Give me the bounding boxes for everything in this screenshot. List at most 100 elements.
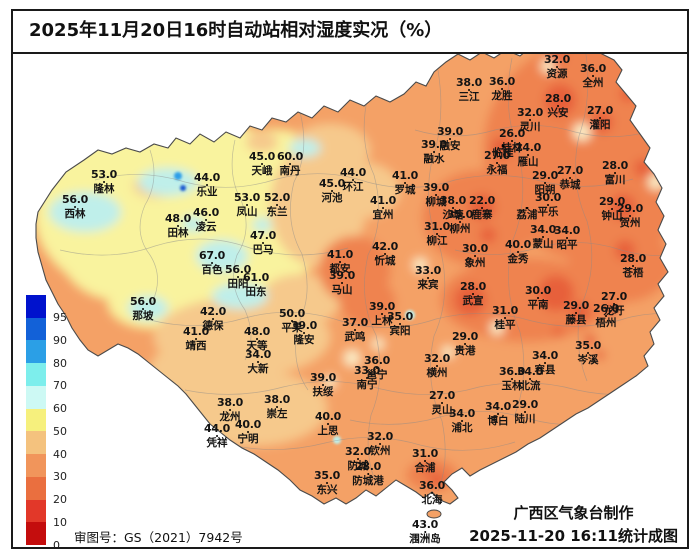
station-name: 东兴 — [316, 484, 338, 497]
station-label: 28.0 富川 — [602, 159, 628, 186]
station-value: 53.0 — [91, 168, 117, 181]
station-name: 龙圩 — [603, 305, 625, 318]
station-label: 34.0 浦北 — [449, 407, 475, 435]
station-name: 上思 — [317, 425, 339, 438]
station-label: 33.0 来宾 — [415, 265, 441, 292]
station-dot-icon — [246, 431, 250, 434]
station-dot-icon — [423, 531, 427, 534]
station-dot-icon — [236, 276, 240, 279]
station-name: 平南 — [527, 299, 549, 312]
station-name: 兴安 — [547, 107, 569, 120]
station-value: 31.0 — [424, 220, 450, 233]
station-dot-icon — [525, 207, 529, 210]
station-dot-icon — [73, 206, 77, 209]
station-value: 34.0 — [449, 407, 475, 420]
station-label: 56.0 那坡 — [130, 296, 156, 323]
station-name: 东兰 — [266, 206, 288, 219]
station-dot-icon — [356, 458, 360, 461]
station-dot-icon — [434, 194, 438, 197]
station-name: 横州 — [426, 367, 448, 380]
station-name: 贺州 — [619, 217, 641, 230]
station-dot-icon — [426, 277, 430, 280]
station-label: 45.0 天峨 — [249, 151, 275, 177]
station-name: 陆川 — [514, 413, 536, 426]
station-dot-icon — [543, 182, 547, 185]
station-name: 平果 — [281, 322, 303, 335]
station-dot-icon — [463, 343, 467, 346]
station-dot-icon — [543, 362, 547, 365]
station-label: 38.0 崇左 — [264, 394, 290, 420]
station-value: 36.0 — [419, 479, 445, 492]
station-name: 雁山 — [517, 156, 539, 169]
station-dot-icon — [612, 303, 616, 306]
station-label: 43.0 涠洲岛 — [409, 519, 441, 546]
station-dot-icon — [176, 225, 180, 228]
station-name: 南丹 — [279, 165, 301, 178]
station-dot-icon — [245, 204, 249, 207]
station-name: 罗城 — [394, 184, 416, 197]
station-value: 60.0 — [277, 150, 303, 163]
station-label: 32.0 灵川 — [517, 107, 543, 133]
station-name: 那坡 — [132, 310, 154, 323]
station-dot-icon — [194, 338, 198, 341]
station-value: 38.0 — [440, 194, 466, 207]
station-value: 27.0 — [484, 149, 510, 162]
station-value: 40.0 — [235, 418, 261, 431]
station-label: 27.0 龙圩 — [601, 291, 627, 318]
station-label: 41.0 宜州 — [370, 195, 396, 221]
station-value: 30.0 — [525, 284, 551, 297]
station-label: 29.0 阳朔 — [532, 170, 558, 196]
station-dot-icon — [503, 317, 507, 320]
station-value: 26.0 — [499, 127, 525, 140]
station-label: 30.0 平南 — [525, 284, 551, 312]
station-name: 金秀 — [507, 253, 529, 266]
station-label: 46.0 凌云 — [193, 207, 219, 233]
station-value: 29.0 — [563, 299, 589, 312]
station-label: 38.0 龙州 — [217, 397, 243, 423]
station-dot-icon — [353, 329, 357, 332]
station-name: 灵山 — [431, 404, 453, 417]
station-value: 36.0 — [364, 354, 390, 367]
station-name: 桂平 — [494, 319, 516, 332]
station-name: 环江 — [342, 181, 364, 194]
station-dot-icon — [432, 151, 436, 154]
station-dot-icon — [381, 207, 385, 210]
station-label: 45.0 河池 — [319, 178, 345, 204]
station-name: 德保 — [202, 320, 224, 333]
station-label: 39.0 融水 — [421, 139, 447, 165]
station-value: 28.0 — [620, 252, 646, 265]
station-label: 31.0 桂平 — [492, 305, 518, 332]
station-label: 44.0 乐业 — [194, 171, 220, 199]
station-label: 53.0 隆林 — [91, 168, 117, 195]
station-dot-icon — [340, 282, 344, 285]
station-name: 临桂 — [492, 147, 514, 160]
station-dot-icon — [326, 423, 330, 426]
station-value: 40.0 — [315, 410, 341, 423]
station-dot-icon — [536, 297, 540, 300]
station-label: 34.0 蒙山 — [530, 224, 556, 250]
station-name: 天等 — [246, 340, 268, 353]
station-name: 田阳 — [227, 278, 249, 291]
station-label: 27.0 灵山 — [429, 390, 455, 417]
station-value: 28.0 — [602, 159, 628, 172]
station-name: 来宾 — [417, 279, 439, 292]
station-name: 浦北 — [451, 422, 473, 435]
producer-line: 广西区气象台制作 — [513, 504, 634, 522]
station-dot-icon — [610, 208, 614, 211]
station-name: 涠洲岛 — [409, 533, 441, 546]
station-value: 44.0 — [194, 171, 220, 184]
station-value: 34.0 — [554, 224, 580, 237]
station-label: 60.0 南丹 — [277, 150, 303, 178]
station-name: 大新 — [247, 363, 269, 376]
station-dot-icon — [380, 313, 384, 316]
station-value: 28.0 — [355, 460, 381, 473]
station-name: 武宣 — [462, 295, 484, 308]
station-dot-icon — [565, 237, 569, 240]
station-dot-icon — [210, 262, 214, 265]
station-dot-icon — [290, 320, 294, 323]
station-name: 乐业 — [196, 186, 218, 199]
station-value: 44.0 — [204, 422, 230, 435]
station-label: 67.0 百色 — [199, 250, 225, 276]
